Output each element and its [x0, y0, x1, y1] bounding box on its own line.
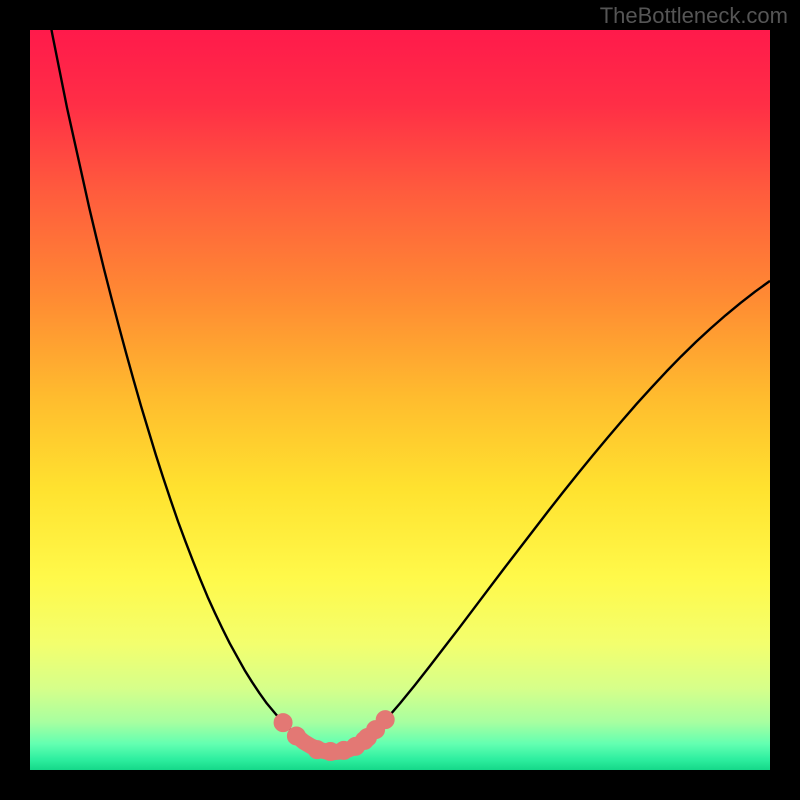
gradient-background	[30, 30, 770, 770]
chart-frame: TheBottleneck.com	[0, 0, 800, 800]
data-point	[274, 714, 292, 732]
watermark-label: TheBottleneck.com	[600, 3, 788, 29]
data-point	[287, 727, 305, 745]
plot-area	[30, 30, 770, 770]
data-point	[376, 711, 394, 729]
